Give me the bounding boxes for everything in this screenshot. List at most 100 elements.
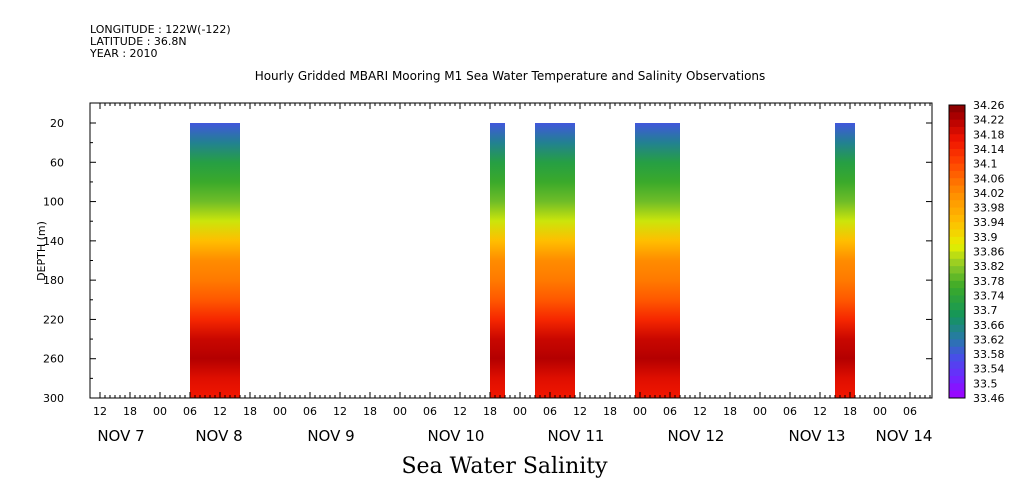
x-hour-label: 18 [843, 405, 857, 418]
colorbar-label: 33.9 [973, 231, 998, 244]
y-tick-label: 140 [43, 235, 64, 248]
y-axis-label: DEPTH (m) [35, 221, 48, 281]
colorbar-swatch [949, 163, 965, 172]
chart-subtitle: Sea Water Salinity [401, 454, 608, 479]
colorbar-swatch [949, 119, 965, 128]
colorbar-swatch [949, 236, 965, 245]
plot-frame [89, 102, 933, 399]
colorbar-swatch [949, 310, 965, 318]
y-tick-label: 20 [50, 117, 64, 130]
x-hour-label: 06 [423, 405, 437, 418]
x-hour-label: 00 [873, 405, 887, 418]
colorbar-label: 33.78 [973, 275, 1005, 288]
colorbar-swatch [949, 207, 965, 216]
y-tick-label: 180 [43, 274, 64, 287]
latitude-label: LATITUDE : 36.8N [90, 35, 187, 48]
colorbar-label: 34.26 [973, 99, 1005, 112]
x-hour-label: 00 [633, 405, 647, 418]
x-hour-label: 12 [693, 405, 707, 418]
x-hour-label: 18 [483, 405, 497, 418]
colorbar-swatch [949, 156, 965, 165]
colorbar-swatch [949, 192, 965, 201]
colorbar-swatch [949, 222, 965, 231]
colorbar-swatch [949, 324, 965, 333]
x-hour-label: 06 [183, 405, 197, 418]
colorbar-swatch [949, 134, 965, 143]
colorbar-label: 34.18 [973, 128, 1005, 141]
plot-area: 20 60 100 140 180 220 260 300 12 18 00 06 12 18 00 06 12… [43, 102, 933, 445]
colorbar-label: 33.94 [973, 216, 1005, 229]
colorbar-swatch [949, 251, 965, 260]
x-hour-label: 12 [453, 405, 467, 418]
colorbar-swatch [949, 317, 965, 326]
x-date-label: NOV 9 [307, 427, 354, 445]
x-hour-label: 06 [303, 405, 317, 418]
colorbar-swatch [949, 361, 965, 370]
colorbar-label: 34.22 [973, 114, 1005, 127]
colorbar-swatch [949, 288, 965, 296]
colorbar-swatch [949, 244, 965, 252]
x-date-label: NOV 8 [195, 427, 242, 445]
y-tick-label: 220 [43, 313, 64, 326]
x-hour-label: 18 [363, 405, 377, 418]
y-tick-label: 100 [43, 196, 64, 209]
colorbar-label: 34.06 [973, 172, 1005, 185]
x-date-label: NOV 13 [789, 427, 846, 445]
y-tick-label: 300 [43, 392, 64, 405]
colorbar-swatch [949, 214, 965, 223]
x-hour-label: 06 [543, 405, 557, 418]
colorbar-swatch [949, 105, 965, 113]
x-hour-label: 12 [93, 405, 107, 418]
colorbar-swatch [949, 273, 965, 282]
colorbar-swatch [949, 229, 965, 238]
colorbar-label: 34.14 [973, 143, 1005, 156]
location-info: LONGITUDE : 122W(-122) LATITUDE : 36.8N … [90, 24, 231, 60]
data-segment-1 [190, 123, 240, 398]
colorbar-swatch [949, 200, 965, 209]
x-hour-label: 18 [123, 405, 137, 418]
colorbar-swatch [949, 354, 965, 362]
colorbar-swatch [949, 302, 965, 311]
colorbar-label: 33.82 [973, 260, 1005, 273]
colorbar-label: 33.7 [973, 304, 998, 317]
data-segment-4 [555, 123, 565, 398]
colorbar-frame [948, 104, 966, 399]
colorbar-swatch [949, 390, 965, 399]
colorbar-label: 33.5 [973, 377, 998, 390]
colorbar-label: 33.46 [973, 392, 1005, 405]
colorbar-swatch [949, 383, 965, 392]
colorbar-label: 33.66 [973, 319, 1005, 332]
x-hour-label: 06 [663, 405, 677, 418]
x-hour-label: 00 [273, 405, 287, 418]
colorbar-label: 33.74 [973, 289, 1005, 302]
x-date-label: NOV 14 [876, 427, 933, 445]
x-hour-label: 00 [513, 405, 527, 418]
colorbar-swatch [949, 185, 965, 194]
colorbar: 34.2634.2234.1834.1434.134.0634.0233.983… [948, 99, 1005, 405]
longitude-label: LONGITUDE : 122W(-122) [90, 23, 231, 36]
colorbar-swatch [949, 148, 965, 157]
year-label: YEAR : 2010 [90, 47, 158, 60]
colorbar-label: 34.02 [973, 187, 1005, 200]
colorbar-swatch [949, 112, 965, 121]
data-segment-2 [490, 123, 505, 398]
colorbar-swatch [949, 339, 965, 348]
colorbar-swatch [949, 368, 965, 377]
y-tick-label: 60 [50, 156, 64, 169]
colorbar-swatch [949, 332, 965, 340]
colorbar-swatch [949, 376, 965, 384]
colorbar-swatch [949, 346, 965, 355]
colorbar-swatch [949, 141, 965, 150]
x-hour-label: 06 [783, 405, 797, 418]
chart-title: Hourly Gridded MBARI Mooring M1 Sea Wate… [254, 69, 766, 83]
colorbar-swatch [949, 258, 965, 267]
data-segment-5 [635, 123, 680, 398]
colorbar-swatch [949, 126, 965, 135]
x-hour-label: 00 [153, 405, 167, 418]
colorbar-swatch [949, 280, 965, 289]
colorbar-swatch [949, 266, 965, 274]
colorbar-label: 33.54 [973, 363, 1005, 376]
x-date-label: NOV 11 [548, 427, 605, 445]
x-hour-label: 12 [333, 405, 347, 418]
